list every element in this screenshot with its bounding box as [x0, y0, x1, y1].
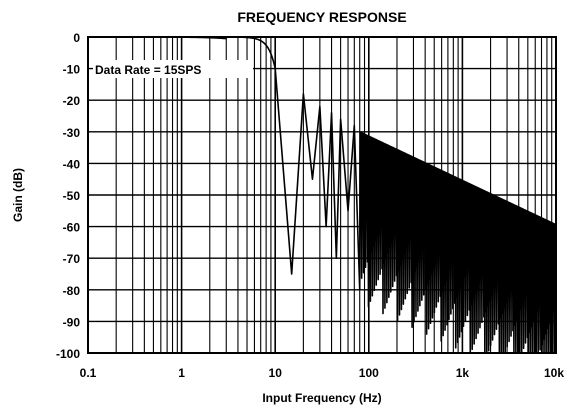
y-tick-label: -70 — [63, 252, 81, 266]
x-tick-label: 1 — [178, 366, 185, 380]
x-tick-label: 10k — [544, 366, 564, 380]
y-tick-label: -40 — [63, 157, 81, 171]
x-axis-label: Input Frequency (Hz) — [262, 391, 381, 405]
y-tick-label: -100 — [56, 347, 80, 361]
x-tick-label: 1k — [456, 366, 470, 380]
annotation-background — [93, 60, 253, 78]
y-tick-label: -30 — [63, 126, 81, 140]
x-tick-label: 0.1 — [80, 366, 97, 380]
data-rate-annotation: Data Rate = 15SPS — [95, 63, 201, 77]
y-axis-tick-labels: 0 -10 -20 -30 -40 -50 -60 -70 -80 -90 -100 — [56, 31, 80, 361]
y-tick-label: -10 — [63, 63, 81, 77]
x-tick-label: 100 — [359, 366, 379, 380]
y-tick-label: 0 — [73, 31, 80, 45]
y-tick-label: -60 — [63, 221, 81, 235]
y-tick-label: -50 — [63, 189, 81, 203]
y-tick-label: -20 — [63, 94, 81, 108]
x-axis-tick-labels: 0.1 1 10 100 1k 10k — [80, 366, 565, 380]
y-axis-label: Gain (dB) — [11, 168, 25, 222]
y-tick-label: -90 — [63, 315, 81, 329]
plot-frame — [87, 36, 557, 354]
x-tick-label: 10 — [269, 366, 283, 380]
y-tick-label: -80 — [63, 284, 81, 298]
chart-title: FREQUENCY RESPONSE — [237, 9, 406, 25]
